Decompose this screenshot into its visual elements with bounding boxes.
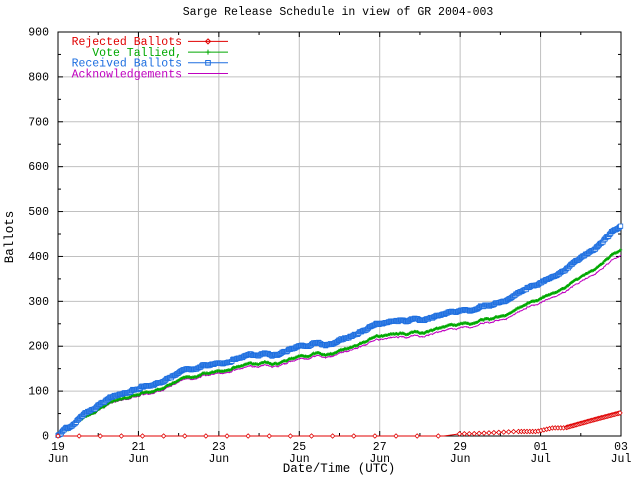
svg-text:Jun: Jun [48, 453, 69, 466]
svg-text:Jun: Jun [128, 453, 149, 466]
svg-text:Acknowledgements: Acknowledgements [72, 68, 182, 81]
svg-text:300: 300 [28, 296, 49, 309]
svg-text:Jun: Jun [209, 453, 230, 466]
svg-text:900: 900 [28, 27, 49, 40]
svg-text:Date/Time (UTC): Date/Time (UTC) [283, 462, 396, 476]
svg-text:200: 200 [28, 341, 49, 354]
svg-text:0: 0 [42, 431, 49, 444]
svg-text:400: 400 [28, 251, 49, 264]
svg-text:Sarge Release Schedule in view: Sarge Release Schedule in view of GR 200… [183, 6, 494, 19]
svg-text:Jul: Jul [611, 453, 632, 466]
svg-text:Jul: Jul [530, 453, 551, 466]
svg-text:Ballots: Ballots [3, 211, 17, 264]
svg-text:500: 500 [28, 206, 49, 219]
svg-text:800: 800 [28, 71, 49, 84]
svg-text:700: 700 [28, 116, 49, 129]
svg-text:Jun: Jun [450, 453, 471, 466]
svg-text:100: 100 [28, 386, 49, 399]
svg-text:600: 600 [28, 161, 49, 174]
